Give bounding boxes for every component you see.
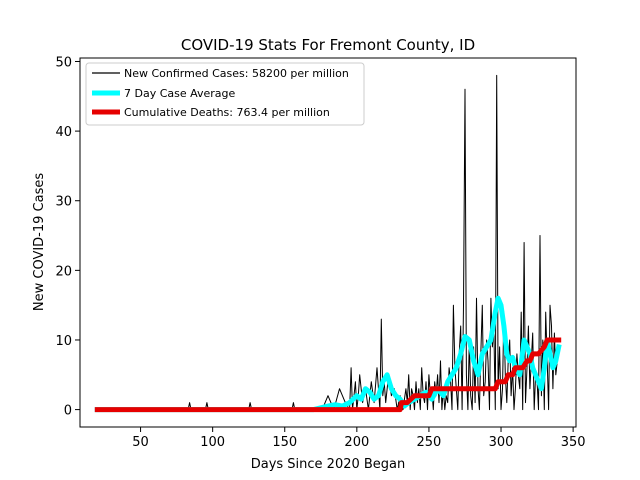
y-tick-label: 40 [55,125,72,140]
axis-layer: 50 100 150 200 250 300 350 0 10 20 30 40 50 [55,55,585,450]
y-tick-label: 0 [64,404,72,419]
legend-label-new-cases: New Confirmed Cases: 58200 per million [124,67,349,80]
x-tick-label: 250 [417,435,442,450]
legend-label-7-day-average: 7 Day Case Average [124,87,236,100]
series-cumulative-deaths-line [94,337,562,413]
y-axis-label: New COVID-19 Cases [32,173,47,311]
series-layer [94,74,562,413]
x-tick-label: 300 [489,435,514,450]
y-tick-label: 10 [55,334,72,349]
x-tick-label: 350 [561,435,586,450]
y-tick-label: 50 [55,55,72,70]
x-tick-label: 200 [344,435,369,450]
x-tick-label: 150 [272,435,297,450]
y-tick-label: 30 [55,195,72,210]
legend: New Confirmed Cases: 58200 per million 7… [85,62,365,126]
y-tick-label: 20 [55,264,72,279]
x-tick-label: 100 [200,435,225,450]
legend-box [85,62,365,126]
x-axis-label: Days Since 2020 Began [251,457,406,472]
series-new-cases-line [97,74,560,411]
x-tick-label: 50 [132,435,149,450]
chart-title: COVID-19 Stats For Fremont County, ID [181,36,475,54]
legend-label-cumulative-deaths: Cumulative Deaths: 763.4 per million [124,106,330,119]
plot-frame [79,57,577,428]
